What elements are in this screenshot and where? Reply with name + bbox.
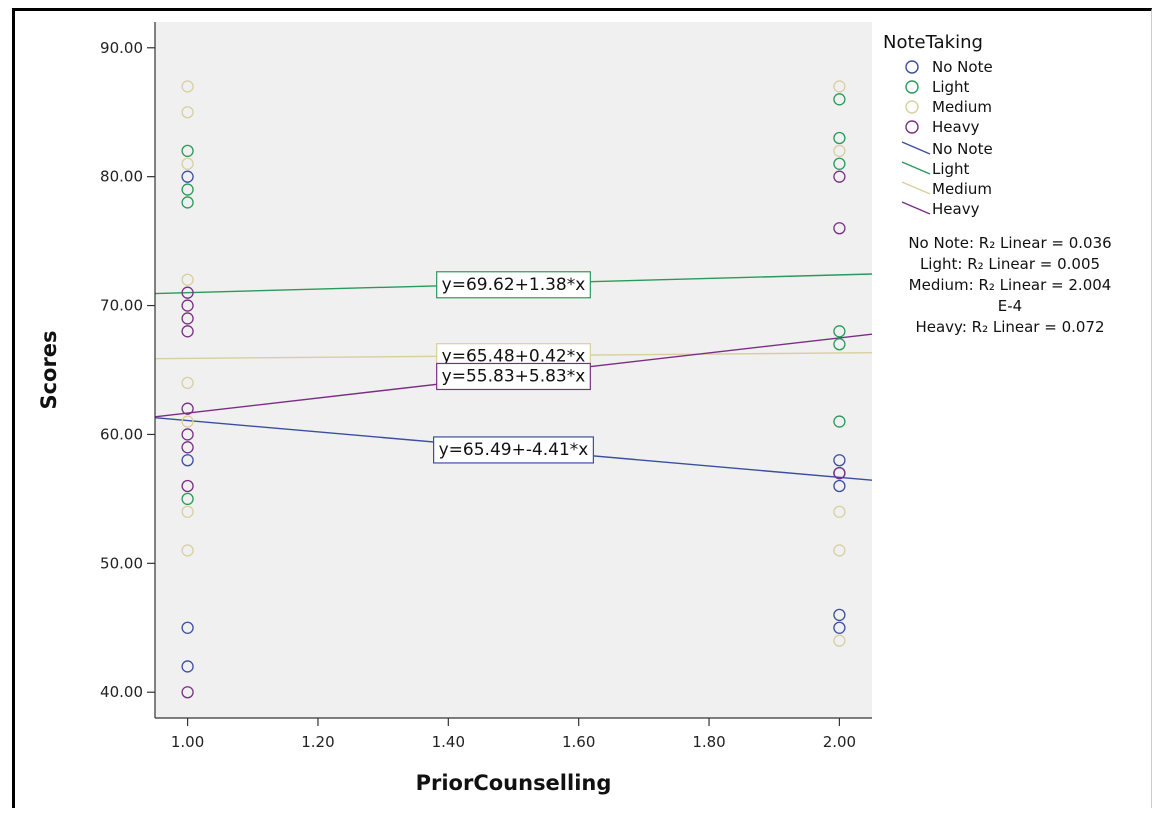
y-tick-label: 50.00 [100,554,143,572]
point-heavy [181,479,194,493]
point-heavy [181,299,194,312]
point-medium [181,544,194,557]
equation-text: y=65.48+0.42*x [442,347,586,367]
point-heavy [181,402,194,415]
point-heavy [181,286,194,299]
point-medium [833,544,846,557]
equation-label-medium: y=65.48+0.42*x [436,343,591,371]
equation-box [433,436,594,464]
legend: NoteTaking No Note Light Medium Heavy No Not… [883,32,993,218]
legend-label: Light [932,160,970,178]
equation-text: y=69.62+1.38*x [442,275,586,295]
point-no-note [181,170,194,183]
equation-box [436,362,591,391]
point-medium [833,505,846,518]
legend-label: No Note [932,58,993,76]
point-light [181,492,194,506]
equation-labels-layer: y=65.48+0.42*xy=55.83+5.83*x y=69.62+1.38… [433,271,594,464]
equation-text: y=55.83+5.83*x [442,366,586,386]
point-heavy [181,428,194,441]
point-medium [833,80,846,93]
point-heavy [181,325,194,338]
y-tick-label: 60.00 [100,425,143,443]
y-axis: 40.00 50.00 60.00 70.00 80.00 90.00 [100,22,156,718]
x-tick-label: 1.00 [171,733,204,751]
equation-label-light: y=69.62+1.38*x [436,271,591,299]
r-squared-label: No Note: R₂ Linear = 0.036 [908,234,1111,252]
legend-label: Medium [932,98,992,116]
legend-line-light [901,161,931,175]
points-layer [181,80,846,699]
point-medium [181,376,194,390]
chart-frame [12,8,1152,808]
point-heavy [181,312,194,325]
equation-label-no-note: y=65.49+-4.41*x [433,436,594,464]
equation-text: y=65.49+-4.41*x [439,440,589,460]
point-no-note [833,621,846,634]
legend-line-no-note [901,141,931,155]
point-light [181,144,194,158]
legend-label: No Note [932,140,993,158]
point-no-note [833,454,846,467]
point-heavy [833,222,846,235]
equation-box [436,271,591,299]
point-medium [181,157,194,170]
point-heavy [181,441,194,454]
point-light [833,415,846,428]
point-no-note [181,621,194,634]
legend-line-heavy [901,201,931,215]
x-tick-label: 1.20 [301,733,334,751]
legend-marker-medium [905,100,919,114]
y-tick-label: 80.00 [100,168,143,186]
point-heavy [833,466,846,480]
point-light [833,338,846,351]
legend-marker-light [905,80,919,94]
point-medium [181,505,194,518]
point-medium [833,144,846,158]
y-tick-label: 40.00 [100,683,143,701]
y-axis-title: Scores [37,330,61,409]
legend-title: NoteTaking [883,32,983,53]
equation-label-heavy: y=55.83+5.83*x [436,362,591,391]
point-medium [181,80,194,93]
legend-label: Heavy [932,200,980,218]
x-tick-label: 1.40 [432,733,465,751]
point-no-note [181,454,194,467]
legend-label: Heavy [932,118,980,136]
r-squared-annotations: No Note: R₂ Linear = 0.036 Light: R₂ Line… [908,234,1111,336]
x-tick-label: 1.80 [692,733,725,751]
point-light [833,157,846,170]
legend-marker-no-note [905,60,919,74]
r-squared-label: Light: R₂ Linear = 0.005 [920,255,1100,273]
x-axis: 1.00 1.20 1.40 1.60 1.80 2.00 [155,717,872,751]
point-medium [181,273,194,286]
x-tick-label: 1.60 [562,733,595,751]
legend-line-medium [901,181,931,195]
point-no-note [833,608,846,622]
point-light [833,325,846,338]
point-no-note [181,660,194,673]
legend-label: Light [932,78,970,96]
x-tick-label: 2.00 [823,733,856,751]
point-light [833,131,846,145]
point-light [833,93,846,106]
x-axis-title: PriorCounselling [416,771,612,795]
point-light [181,196,194,209]
point-medium [833,634,846,647]
y-tick-label: 70.00 [100,297,143,315]
r-squared-label: E-4 [998,297,1022,315]
y-tick-label: 90.00 [100,39,143,57]
point-heavy [181,686,194,699]
point-no-note [833,479,846,493]
r-squared-label: Medium: R₂ Linear = 2.004 [909,276,1112,294]
point-light [181,183,194,196]
legend-marker-heavy [905,120,919,134]
r-squared-label: Heavy: R₂ Linear = 0.072 [915,318,1104,336]
legend-label: Medium [932,180,992,198]
point-medium [181,106,194,119]
point-heavy [833,170,846,183]
point-medium [181,415,194,428]
